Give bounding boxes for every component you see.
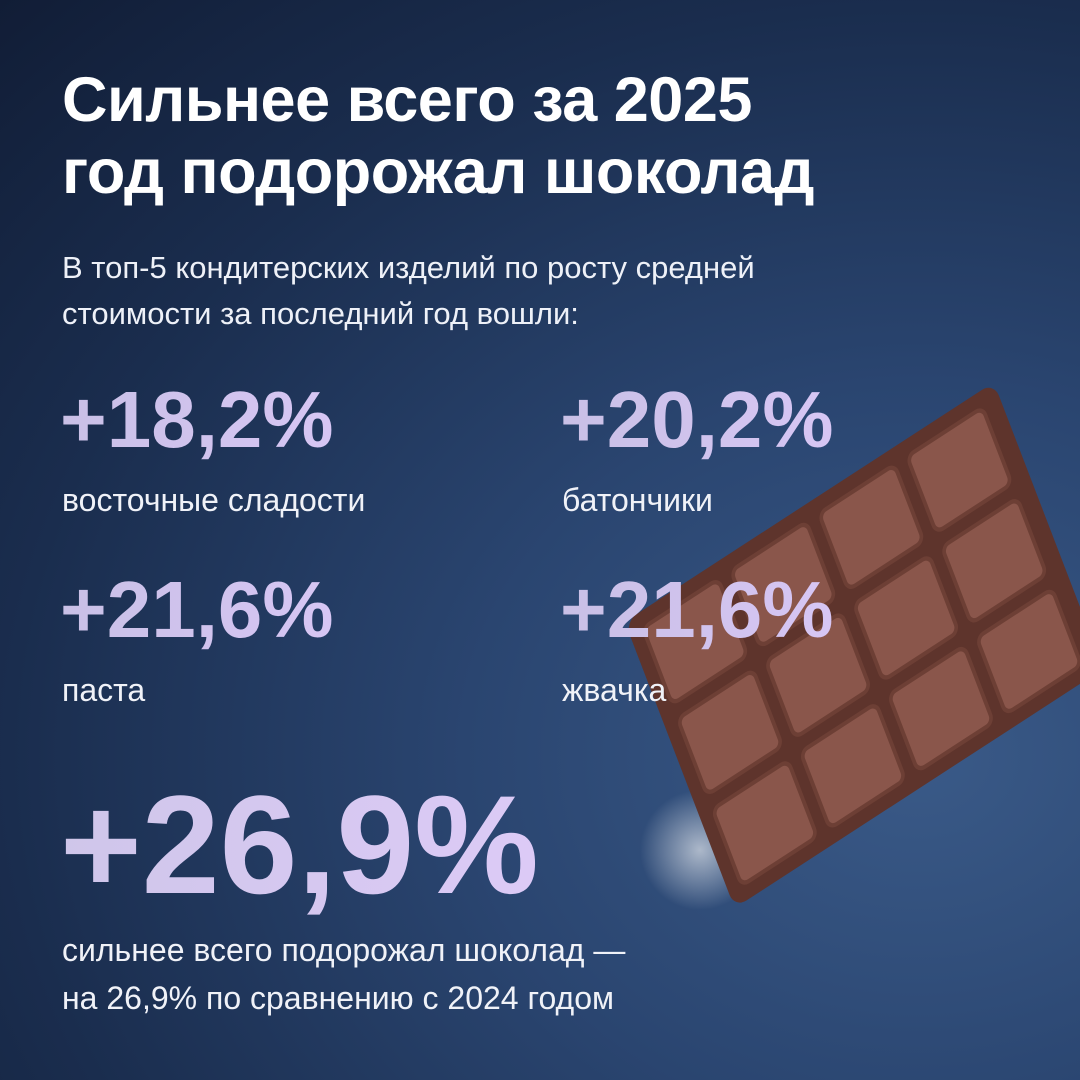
subtitle: В топ-5 кондитерских изделий по росту ср… xyxy=(62,250,755,285)
stat-label: восточные сладости xyxy=(62,482,366,518)
highlight-caption: на 26,9% по сравнению с 2024 годом xyxy=(62,980,614,1016)
stat-label: батончики xyxy=(562,482,713,518)
subtitle: стоимости за последний год вошли: xyxy=(62,296,579,331)
stat-label: паста xyxy=(62,672,146,708)
stat-value: +21,6% xyxy=(560,565,834,654)
stat-value: +21,6% xyxy=(60,565,334,654)
title: Сильнее всего за 2025 xyxy=(62,65,752,135)
highlight-caption: сильнее всего подорожал шоколад — xyxy=(62,932,626,968)
title: год подорожал шоколад xyxy=(62,137,815,207)
stat-label: жвачка xyxy=(562,672,667,708)
highlight-value: +26,9% xyxy=(60,766,539,923)
stat-value: +18,2% xyxy=(60,375,334,464)
stat-value: +20,2% xyxy=(560,375,834,464)
